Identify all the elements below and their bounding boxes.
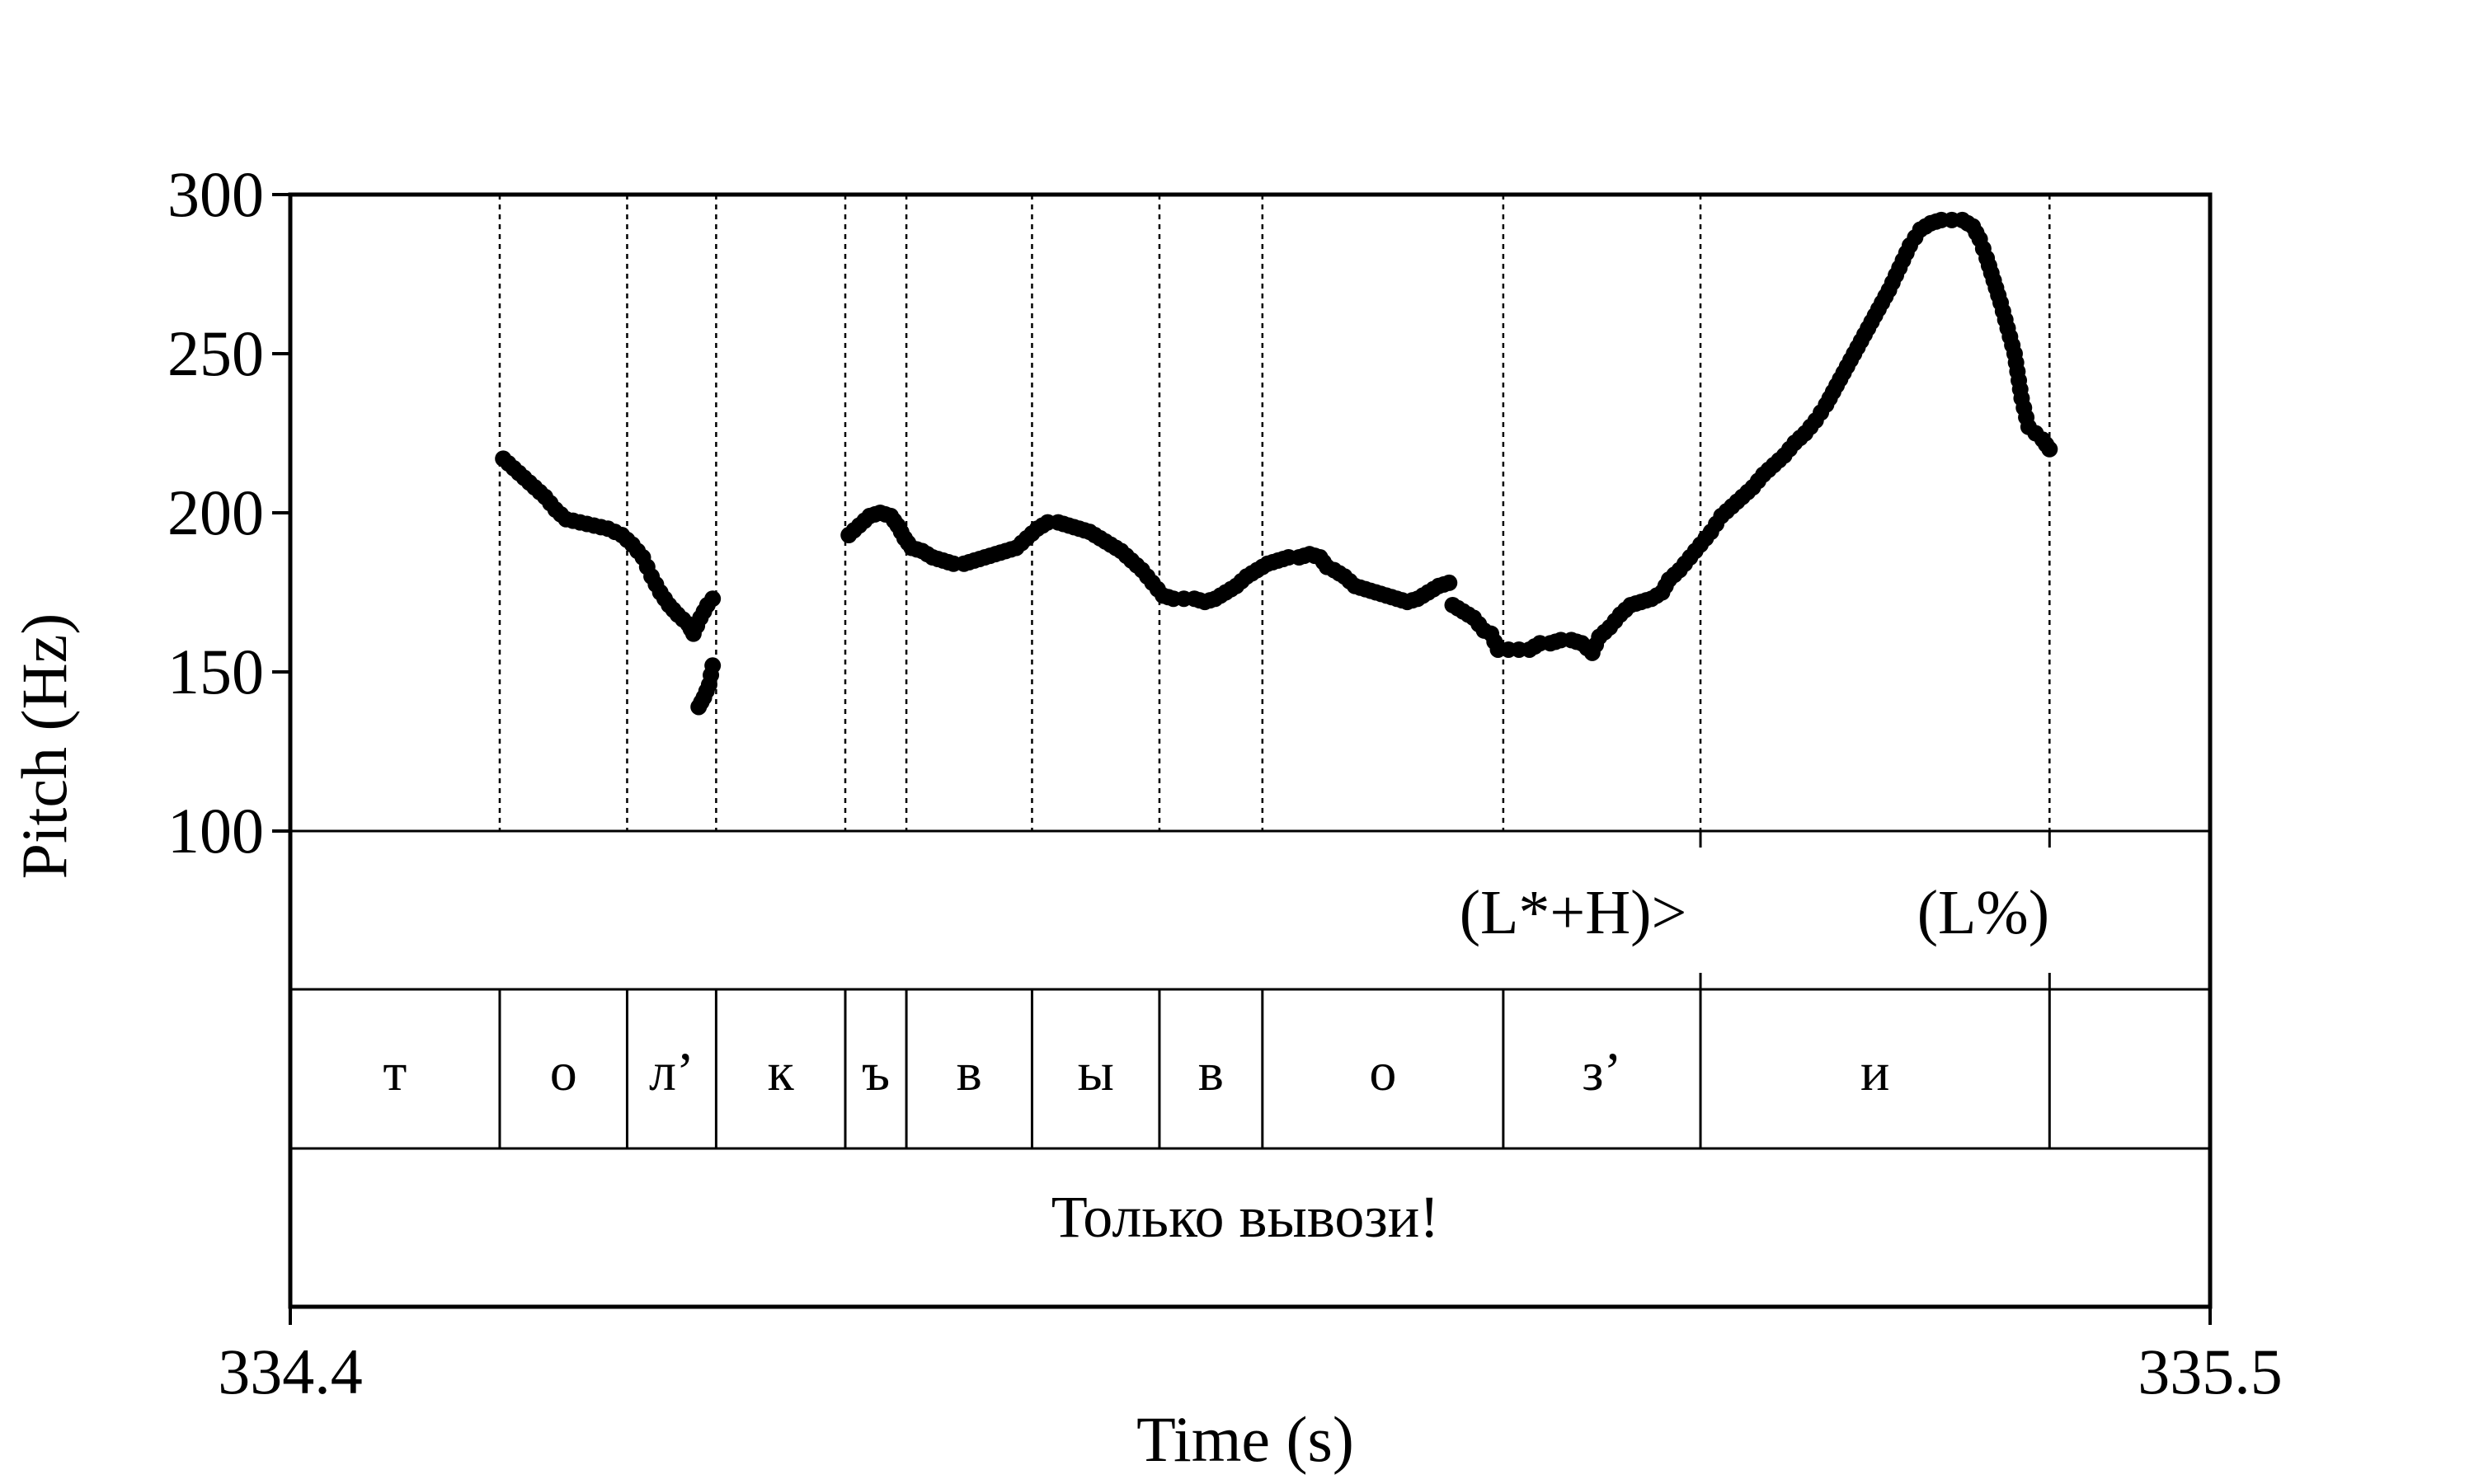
boundary-layer xyxy=(498,195,2051,831)
x-tick-label: 334.4 xyxy=(218,1336,363,1407)
tone-label: (L%) xyxy=(1917,878,2049,947)
pitch-point xyxy=(2041,440,2058,458)
y-axis: 100 150 200 250 300 xyxy=(167,158,290,866)
segment-label: ы xyxy=(1078,1042,1114,1102)
utterance-label: Только вывози! xyxy=(1051,1184,1440,1250)
pitch-point xyxy=(704,590,722,608)
segment-label: к xyxy=(768,1042,795,1102)
tone-label: (L*+H)> xyxy=(1460,878,1687,947)
segment-label: в xyxy=(1198,1042,1224,1102)
y-tick-label: 250 xyxy=(167,317,264,389)
figure-border xyxy=(288,192,2213,1309)
y-tick-label: 100 xyxy=(167,795,264,866)
plot-frame xyxy=(288,192,2213,1309)
pitch-point xyxy=(1441,574,1458,591)
segment-label: в xyxy=(957,1042,982,1102)
segment-label: ъ xyxy=(862,1042,890,1102)
pitch-points-layer xyxy=(495,211,2058,716)
segment-label: о xyxy=(1369,1042,1396,1102)
x-tick-label: 335.5 xyxy=(2138,1336,2283,1407)
y-tick-label: 200 xyxy=(167,477,264,548)
segment-label: и xyxy=(1860,1042,1889,1102)
pitch-point xyxy=(704,657,722,674)
x-axis: 334.4 335.5 xyxy=(218,1307,2283,1407)
segment-label: л’ xyxy=(649,1042,694,1102)
segment-label: о xyxy=(550,1042,577,1102)
y-tick-label: 150 xyxy=(167,636,264,707)
segment-label: з’ xyxy=(1582,1042,1621,1102)
y-axis-title: Pitch (Hz) xyxy=(8,613,80,880)
y-tick-label: 300 xyxy=(167,158,264,230)
segment-label: т xyxy=(383,1042,407,1102)
tone-tier: (L*+H)> (L%) xyxy=(1460,831,2051,989)
segment-tier: т о л’ к ъ в ы в о з’ и xyxy=(383,989,2051,1148)
x-axis-title: Time (s) xyxy=(1136,1403,1354,1475)
